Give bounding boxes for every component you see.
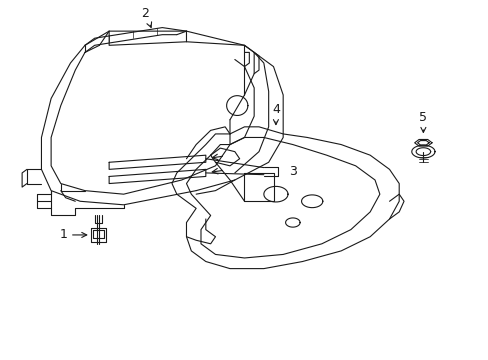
Text: 5: 5 <box>419 111 427 132</box>
Text: 3: 3 <box>288 165 296 177</box>
Text: 2: 2 <box>141 7 151 27</box>
Text: 4: 4 <box>271 103 279 125</box>
Text: 1: 1 <box>59 229 86 242</box>
